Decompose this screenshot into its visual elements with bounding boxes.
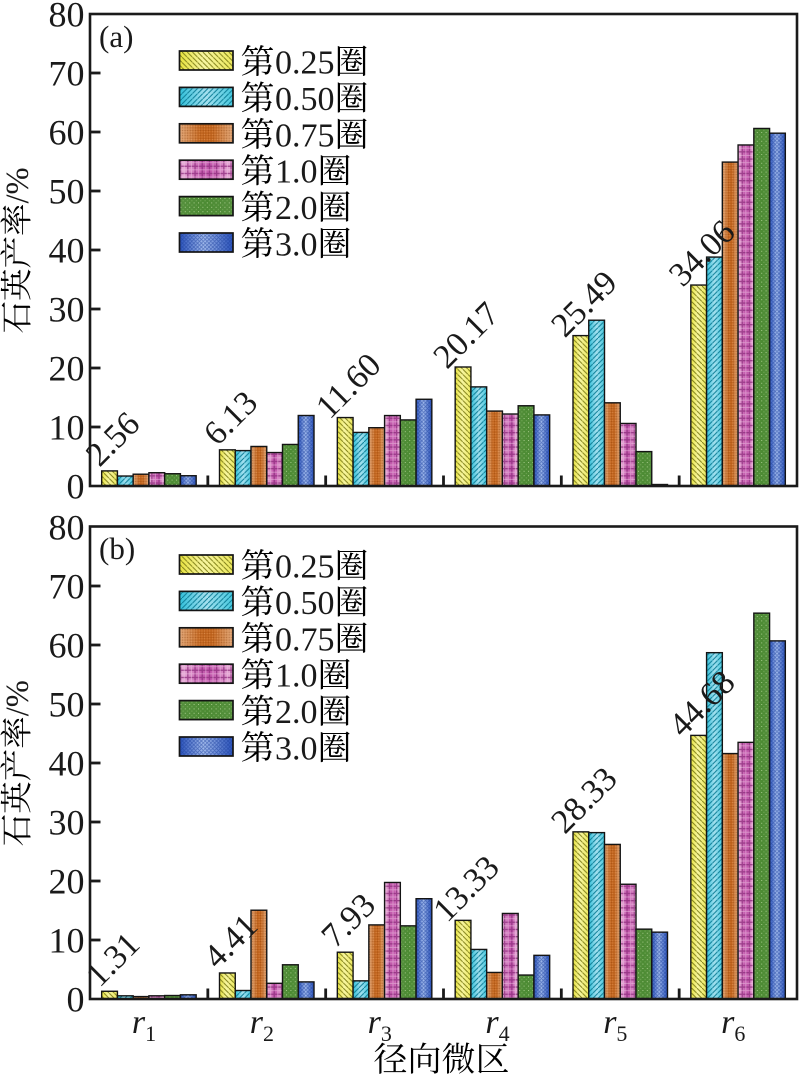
svg-text:3.0: 3.0 xyxy=(275,227,318,264)
svg-text:80: 80 xyxy=(49,508,85,548)
svg-text:(b): (b) xyxy=(99,531,135,566)
svg-text:40: 40 xyxy=(49,231,85,271)
svg-text:1.0: 1.0 xyxy=(275,658,318,695)
svg-text:0.75: 0.75 xyxy=(275,117,335,154)
svg-text:0.75: 0.75 xyxy=(275,621,335,658)
svg-text:0: 0 xyxy=(67,467,85,507)
svg-text:0.50: 0.50 xyxy=(275,81,335,118)
svg-text:/%: /% xyxy=(0,680,36,716)
svg-text:r6: r6 xyxy=(721,1004,745,1046)
svg-text:70: 70 xyxy=(49,567,85,607)
svg-text:50: 50 xyxy=(49,172,85,212)
svg-text:40: 40 xyxy=(49,744,85,784)
svg-text:60: 60 xyxy=(49,626,85,666)
svg-text:70: 70 xyxy=(49,54,85,94)
svg-text:50: 50 xyxy=(49,685,85,725)
svg-text:1.0: 1.0 xyxy=(275,154,318,191)
svg-text:(a): (a) xyxy=(99,19,133,54)
svg-text:10: 10 xyxy=(49,408,85,448)
svg-text:0.25: 0.25 xyxy=(275,45,335,82)
svg-text:20: 20 xyxy=(49,349,85,389)
svg-text:r4: r4 xyxy=(485,1004,509,1046)
svg-text:0.50: 0.50 xyxy=(275,585,335,622)
svg-text:3.0: 3.0 xyxy=(275,731,318,768)
svg-text:60: 60 xyxy=(49,113,85,153)
svg-text:10: 10 xyxy=(49,921,85,961)
svg-text:2.0: 2.0 xyxy=(275,694,318,731)
svg-text:0.25: 0.25 xyxy=(275,549,335,586)
svg-text:0: 0 xyxy=(67,980,85,1020)
svg-text:2.0: 2.0 xyxy=(275,190,318,227)
svg-text:30: 30 xyxy=(49,290,85,330)
svg-text:30: 30 xyxy=(49,803,85,843)
svg-text:20: 20 xyxy=(49,862,85,902)
svg-text:80: 80 xyxy=(49,0,85,35)
svg-text:/%: /% xyxy=(0,167,36,203)
